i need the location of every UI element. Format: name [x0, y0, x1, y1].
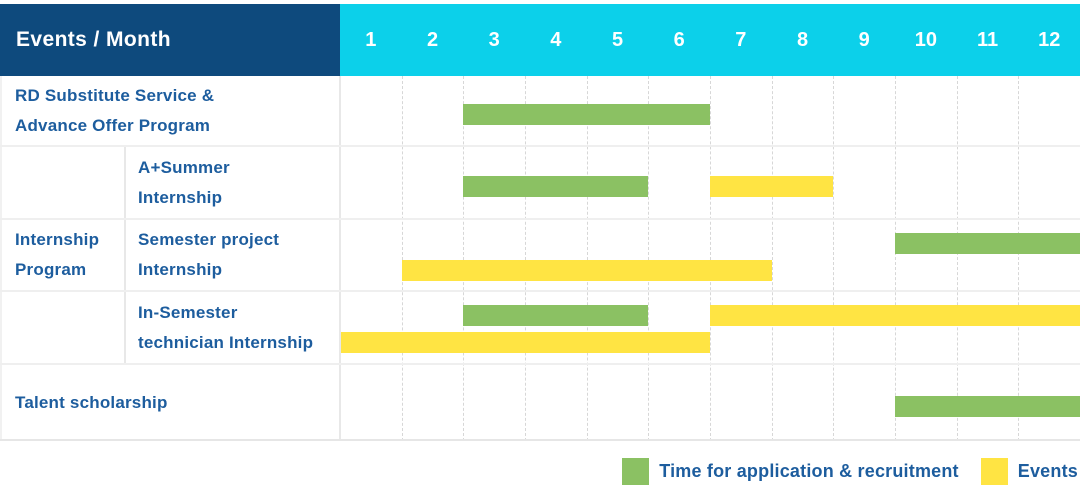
month-label-3: 3	[488, 28, 500, 51]
grid-line	[895, 76, 896, 441]
yellow-swatch-icon	[980, 457, 1008, 485]
row-separator	[0, 363, 1080, 365]
row-separator	[0, 218, 1080, 220]
month-header-row: 1 2 3 4 5 6 7 8 9 10 11 12	[340, 4, 1080, 76]
legend-label: Time for application & recruitment	[659, 460, 959, 481]
grid-line	[710, 76, 711, 441]
month-label-11: 11	[976, 28, 999, 51]
row-label-a-summer-internship: A+Summer Internship	[126, 146, 340, 219]
month-label-6: 6	[673, 28, 685, 51]
month-label-9: 9	[858, 28, 870, 51]
grid-line	[401, 76, 403, 441]
row-separator	[0, 290, 1080, 292]
grid-line	[771, 76, 773, 441]
legend-item-application-recruitment: Time for application & recruitment	[622, 457, 959, 485]
label-chart-divider	[339, 76, 341, 441]
grid-line	[525, 76, 526, 441]
gantt-bar-events	[340, 332, 710, 354]
month-label-5: 5	[611, 28, 624, 51]
table-bottom-border	[0, 439, 1080, 441]
chart-area	[340, 76, 1080, 441]
month-label-7: 7	[735, 28, 747, 51]
row-label-semester-project-internship: Semester project Internship	[126, 219, 340, 291]
row-label-text: In-Semester technician Internship	[138, 302, 314, 352]
group-label-internship-program: Internship Program	[0, 146, 124, 364]
gantt-bar-application-recruitment	[463, 176, 649, 197]
grid-line	[463, 76, 465, 441]
grid-line	[586, 76, 588, 441]
row-label-talent-scholarship: Talent scholarship	[0, 364, 340, 441]
gantt-table: Events / Month 1 2 3 4 5 6 7 8 9 10 11 12 RD Substi…	[0, 4, 1080, 441]
gantt-bar-events	[710, 305, 1080, 326]
legend-item-events: Events	[980, 457, 1078, 485]
group-label-text: Internship Program	[15, 230, 100, 279]
header-events-month-cell: Events / Month	[0, 4, 340, 76]
green-swatch-icon	[622, 457, 650, 485]
row-label-text: Semester project Internship	[138, 230, 280, 279]
gantt-bar-events	[710, 176, 834, 197]
row-label-rd-substitute: RD Substitute Service & Advance Offer Pr…	[0, 76, 340, 146]
month-label-8: 8	[796, 28, 809, 51]
month-label-4: 4	[550, 28, 562, 51]
header-title: Events / Month	[16, 28, 171, 51]
row-label-text: A+Summer Internship	[138, 157, 230, 207]
grid-line	[833, 76, 835, 441]
group-sub-divider	[124, 146, 126, 364]
month-label-1: 1	[365, 28, 377, 51]
gantt-bar-application-recruitment	[895, 232, 1080, 254]
legend-label: Events	[1017, 460, 1078, 481]
row-label-text: RD Substitute Service & Advance Offer Pr…	[15, 86, 215, 135]
gantt-bar-application-recruitment	[463, 104, 710, 126]
grid-line	[956, 76, 958, 441]
grid-line	[648, 76, 650, 441]
legend: Time for application & recruitment Event…	[0, 455, 1078, 487]
table-left-border	[0, 76, 2, 441]
month-label-10: 10	[914, 28, 937, 51]
gantt-bar-application-recruitment	[463, 305, 649, 326]
row-label-text: Talent scholarship	[15, 392, 168, 412]
gantt-bar-application-recruitment	[895, 396, 1080, 418]
row-separator	[0, 145, 1080, 147]
gantt-bar-events	[401, 259, 772, 281]
month-label-2: 2	[426, 28, 439, 51]
row-label-in-semester-technician-internship: In-Semester technician Internship	[126, 291, 340, 364]
grid-line	[1018, 76, 1020, 441]
month-label-12: 12	[1038, 28, 1061, 51]
